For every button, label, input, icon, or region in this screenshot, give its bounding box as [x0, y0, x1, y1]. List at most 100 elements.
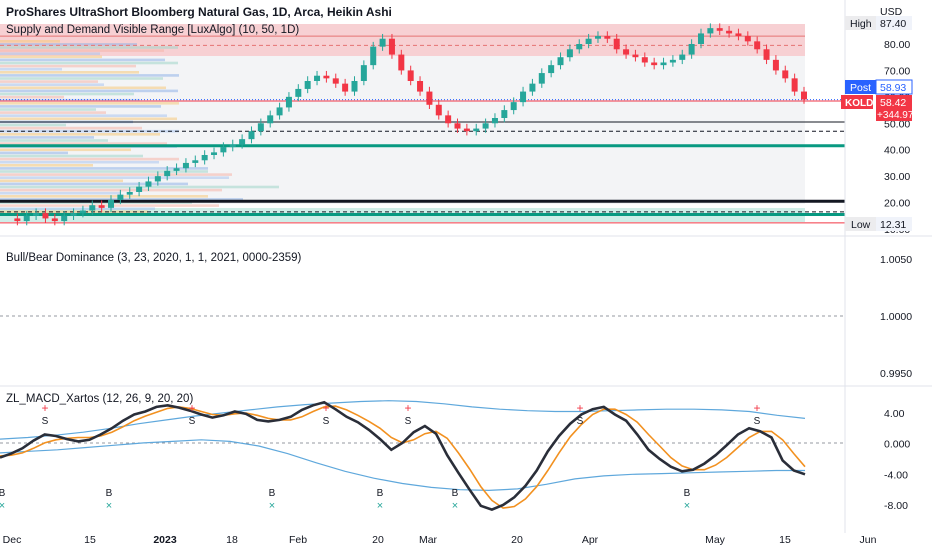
- candle-body: [548, 65, 555, 74]
- candle-body: [482, 123, 489, 129]
- candle-body: [660, 62, 667, 66]
- post-label: Post: [850, 82, 871, 94]
- candle-body: [257, 123, 264, 132]
- profile-bar: [0, 71, 139, 74]
- candle-body: [182, 162, 189, 169]
- profile-bar: [0, 52, 100, 55]
- candle-body: [295, 88, 302, 97]
- buy-cross: ×: [0, 500, 5, 512]
- price-tick-label: 20.00: [884, 198, 910, 210]
- candle-body: [61, 215, 68, 222]
- macd-tick-label: -4.00: [884, 469, 908, 481]
- post-badge: Post 58.93: [845, 79, 913, 95]
- candle-body: [117, 194, 124, 200]
- profile-bar: [0, 92, 134, 96]
- volume-profile: [0, 40, 279, 214]
- buy-marker: B: [0, 488, 6, 499]
- sell-marker: S: [42, 416, 49, 427]
- profile-bar: [0, 117, 177, 121]
- buy-marker: B: [269, 488, 276, 499]
- candle-body: [192, 160, 199, 163]
- profile-bar: [0, 83, 104, 86]
- profile-bar: [0, 151, 68, 155]
- price-pane[interactable]: [0, 23, 845, 226]
- candle-body: [613, 38, 620, 50]
- macd-upper-band: [0, 400, 806, 440]
- high-badge: High 87.40: [845, 16, 912, 30]
- candle-body: [604, 36, 611, 39]
- supply-zone: [0, 24, 805, 58]
- profile-bar: [0, 195, 208, 198]
- candle-body: [538, 73, 545, 84]
- profile-bar: [0, 40, 60, 43]
- candle-body: [108, 199, 115, 208]
- time-axis[interactable]: Dec 15 2023 18 Feb 20 Mar 20 Apr May 15 Jun: [3, 534, 877, 546]
- candle-body: [707, 28, 714, 34]
- profile-bar: [0, 95, 64, 99]
- candle-body: [229, 144, 236, 148]
- candle-body: [529, 83, 536, 92]
- low-label: Low: [851, 219, 871, 231]
- candle-body: [370, 46, 377, 66]
- candle-body: [445, 115, 452, 124]
- candle-body: [211, 152, 218, 155]
- profile-bar: [0, 179, 123, 183]
- candle-body: [510, 102, 517, 111]
- profile-bar: [0, 126, 142, 130]
- price-axis[interactable]: 10.0020.0030.0040.0050.0060.0070.0080.00…: [880, 39, 912, 512]
- time-tick-label: Apr: [582, 534, 599, 546]
- profile-bar: [0, 160, 159, 164]
- time-tick-label: 18: [226, 534, 238, 546]
- sell-marker: S: [754, 416, 761, 427]
- profile-bar: [0, 108, 96, 111]
- profile-bar: [0, 129, 179, 133]
- profile-bar: [0, 142, 167, 145]
- profile-bar: [0, 58, 165, 62]
- profile-bar: [0, 173, 232, 176]
- profile-bar: [0, 114, 167, 117]
- profile-bar: [0, 102, 179, 105]
- price-tick-label: 40.00: [884, 145, 910, 157]
- indicator-title[interactable]: Supply and Demand Visible Range [LuxAlgo…: [6, 24, 299, 36]
- candle-body: [360, 65, 367, 81]
- candle-body: [726, 30, 733, 34]
- candle-body: [398, 54, 405, 71]
- candle-body: [763, 49, 770, 60]
- bbd-title[interactable]: Bull/Bear Dominance (3, 23, 2020, 1, 1, …: [6, 252, 302, 264]
- buy-cross: ×: [452, 500, 458, 512]
- macd-line: [0, 400, 806, 511]
- time-tick-label: Feb: [289, 534, 307, 546]
- candle-body: [688, 44, 695, 55]
- candle-body: [454, 123, 461, 129]
- candle-body: [782, 70, 789, 79]
- macd-title[interactable]: ZL_MACD_Xartos (12, 26, 9, 20, 20): [6, 393, 193, 405]
- candle-body: [473, 128, 480, 132]
- candle-body: [744, 36, 751, 42]
- candle-body: [239, 139, 246, 145]
- last-price-badge: KOLD 58.42 +344.97%: [841, 95, 922, 121]
- candle-body: [585, 38, 592, 44]
- buy-marker: B: [106, 488, 113, 499]
- buy-marker: B: [684, 488, 691, 499]
- profile-bar: [0, 43, 137, 46]
- profile-bar: [0, 157, 179, 161]
- price-tick-label: 70.00: [884, 65, 910, 77]
- macd-pane[interactable]: B×B×B×B×B×B×+S+S+S+S+S+S: [0, 400, 845, 512]
- candle-body: [42, 213, 49, 219]
- profile-bar: [0, 67, 62, 71]
- candle-body: [426, 91, 433, 105]
- sell-cross: +: [41, 401, 48, 415]
- price-tick-label: 30.00: [884, 171, 910, 183]
- candle-body: [323, 75, 330, 79]
- profile-bar: [0, 105, 161, 108]
- profile-bar: [0, 49, 164, 52]
- candle-body: [379, 38, 386, 47]
- candle-body: [220, 147, 227, 153]
- bbd-tick-label: 1.0000: [880, 311, 912, 323]
- candle-body: [126, 192, 133, 195]
- candle-body: [70, 213, 77, 216]
- profile-bar: [0, 164, 93, 167]
- sell-marker: S: [189, 416, 196, 427]
- price-tick-label: 80.00: [884, 39, 910, 51]
- candle-body: [407, 70, 414, 81]
